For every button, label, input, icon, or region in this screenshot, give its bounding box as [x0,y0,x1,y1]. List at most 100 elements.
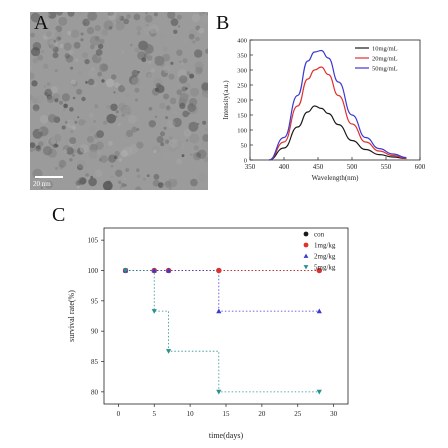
tem-speck [125,129,134,138]
tem-speck [198,27,205,34]
legend-label: 1mg/kg [314,242,336,250]
tem-speck [90,44,95,50]
tem-speck [50,45,56,51]
tem-speck [76,185,80,189]
tem-speck [43,17,49,24]
tem-speck [47,114,57,123]
tem-speck [35,95,45,104]
data-point [165,349,172,354]
tem-speck [168,178,178,188]
data-point [151,267,157,273]
tem-speck [30,12,41,23]
tem-speck [160,142,165,147]
tem-speck [80,38,84,42]
tem-speck [118,187,123,190]
tem-speck [31,80,38,87]
tem-speck [164,139,170,144]
tem-speck [78,119,85,126]
tem-speck [121,113,125,117]
y-axis-label: Intensity(a.u.) [222,80,230,120]
tem-speck [77,159,86,169]
y-tick-label: 250 [237,83,247,90]
tem-speck [30,32,35,38]
tem-speck [186,71,191,76]
tem-speck [195,66,203,75]
tem-image: 20 nm [30,12,208,190]
tem-speck [30,72,35,80]
tem-speck [81,96,86,102]
tem-speck [38,141,44,147]
tem-speck [45,31,53,40]
tem-speck [68,49,74,55]
data-point [216,267,222,274]
tem-speck [62,108,66,111]
y-tick-label: 100 [88,267,99,275]
tem-speck [154,115,158,119]
tem-speck [38,128,42,133]
tem-speck [52,93,61,101]
tem-speck [118,85,126,93]
tem-speck [125,168,130,172]
tem-speck [148,175,153,180]
y-tick-label: 95 [91,297,99,305]
tem-speck [163,93,170,100]
data-point [316,308,322,314]
tem-speck [188,33,195,40]
tem-speck [202,134,208,142]
tem-speck [165,105,171,111]
legend-marker [303,253,309,258]
tem-speck [181,154,185,158]
tem-speck [59,43,64,49]
tem-speck [189,98,198,107]
tem-speck [189,133,200,144]
tem-speck [135,29,138,33]
tem-speck [113,91,116,94]
tem-speck [127,114,137,124]
tem-speck [63,149,68,154]
y-tick-label: 350 [237,53,247,60]
tem-speck [88,177,97,187]
y-tick-label: 200 [237,98,247,105]
tem-speck [189,73,195,79]
tem-speck [57,36,62,41]
tem-speck [44,88,53,97]
legend-label: 50mg/mL [372,66,398,73]
tem-speck [39,114,49,124]
data-point [316,267,322,274]
tem-speck [157,182,164,189]
tem-speck [61,125,66,130]
tem-speck [63,103,68,109]
data-point [151,309,157,314]
tem-speck [54,183,58,187]
tem-speck [32,104,40,112]
tem-speck [94,36,100,41]
tem-speck [84,58,90,65]
tem-speck [79,177,87,185]
tem-speck [153,149,157,154]
tem-speck [190,87,200,97]
tem-speck [113,33,115,36]
tem-speck [137,174,141,178]
tem-speck [44,92,48,96]
tem-speck [131,126,138,133]
y-tick-label: 0 [244,158,247,165]
tem-speck [63,42,72,51]
tem-speck [176,14,182,20]
tem-speck [97,71,102,77]
tem-speck [118,158,123,162]
tem-speck [161,184,168,190]
tem-speck [162,151,171,161]
tem-speck [32,97,38,104]
series-step-line [125,270,320,393]
y-tick-label: 90 [91,328,99,336]
tem-speck [46,13,51,17]
tem-speck [168,143,177,153]
tem-speck [64,53,70,59]
tem-speck [65,55,74,63]
tem-speck [54,143,58,148]
tem-speck [70,125,76,131]
tem-speck [182,58,188,64]
tem-speck [154,55,165,66]
tem-speck [30,65,33,71]
